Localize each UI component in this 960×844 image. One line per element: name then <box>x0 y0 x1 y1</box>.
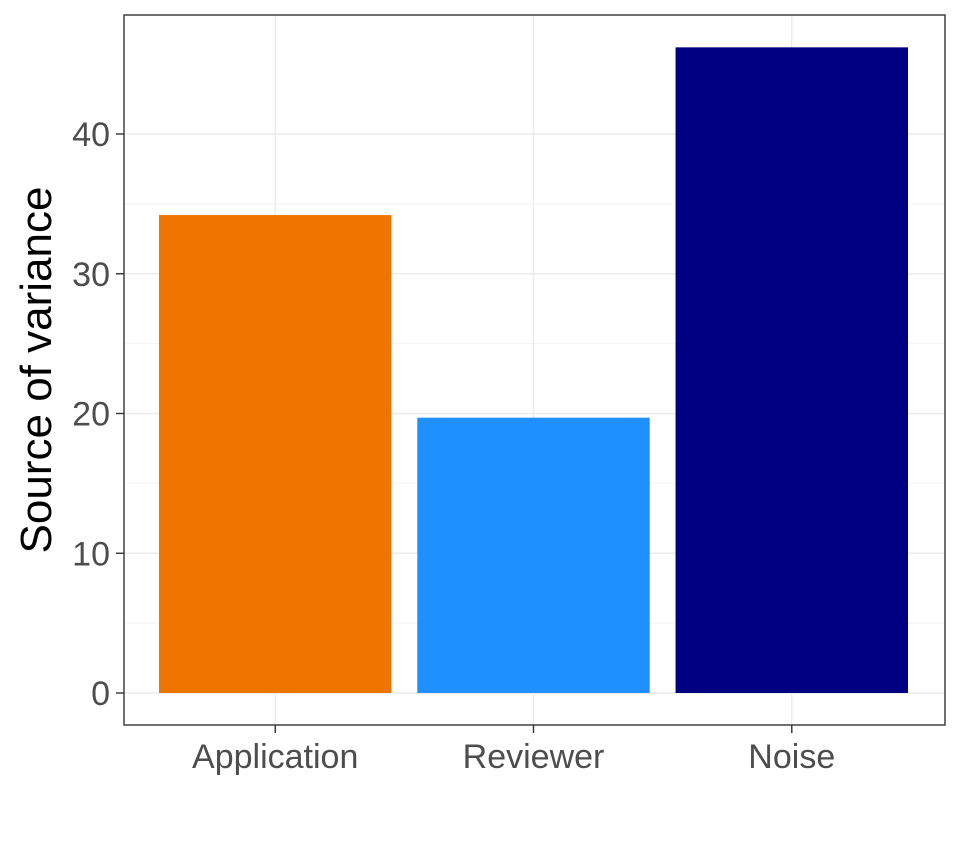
x-tick-label: Reviewer <box>463 738 605 776</box>
bar-application <box>159 215 392 693</box>
x-tick-label: Application <box>192 738 358 776</box>
y-tick-label: 20 <box>72 396 110 434</box>
bar-reviewer <box>417 417 650 693</box>
y-tick-label: 10 <box>72 535 110 573</box>
y-tick-label: 30 <box>72 256 110 294</box>
y-tick-label: 40 <box>72 116 110 154</box>
plot-panel-border <box>123 14 946 726</box>
bar-noise <box>675 47 908 694</box>
y-axis-ticks: 0 10 20 30 40 <box>72 116 124 713</box>
y-axis-title: Source of variance <box>12 187 61 554</box>
x-tick-label: Noise <box>748 738 835 776</box>
y-tick-label: 0 <box>91 675 110 713</box>
bars <box>159 47 908 694</box>
x-axis-ticks: Application Reviewer Noise <box>192 725 835 776</box>
